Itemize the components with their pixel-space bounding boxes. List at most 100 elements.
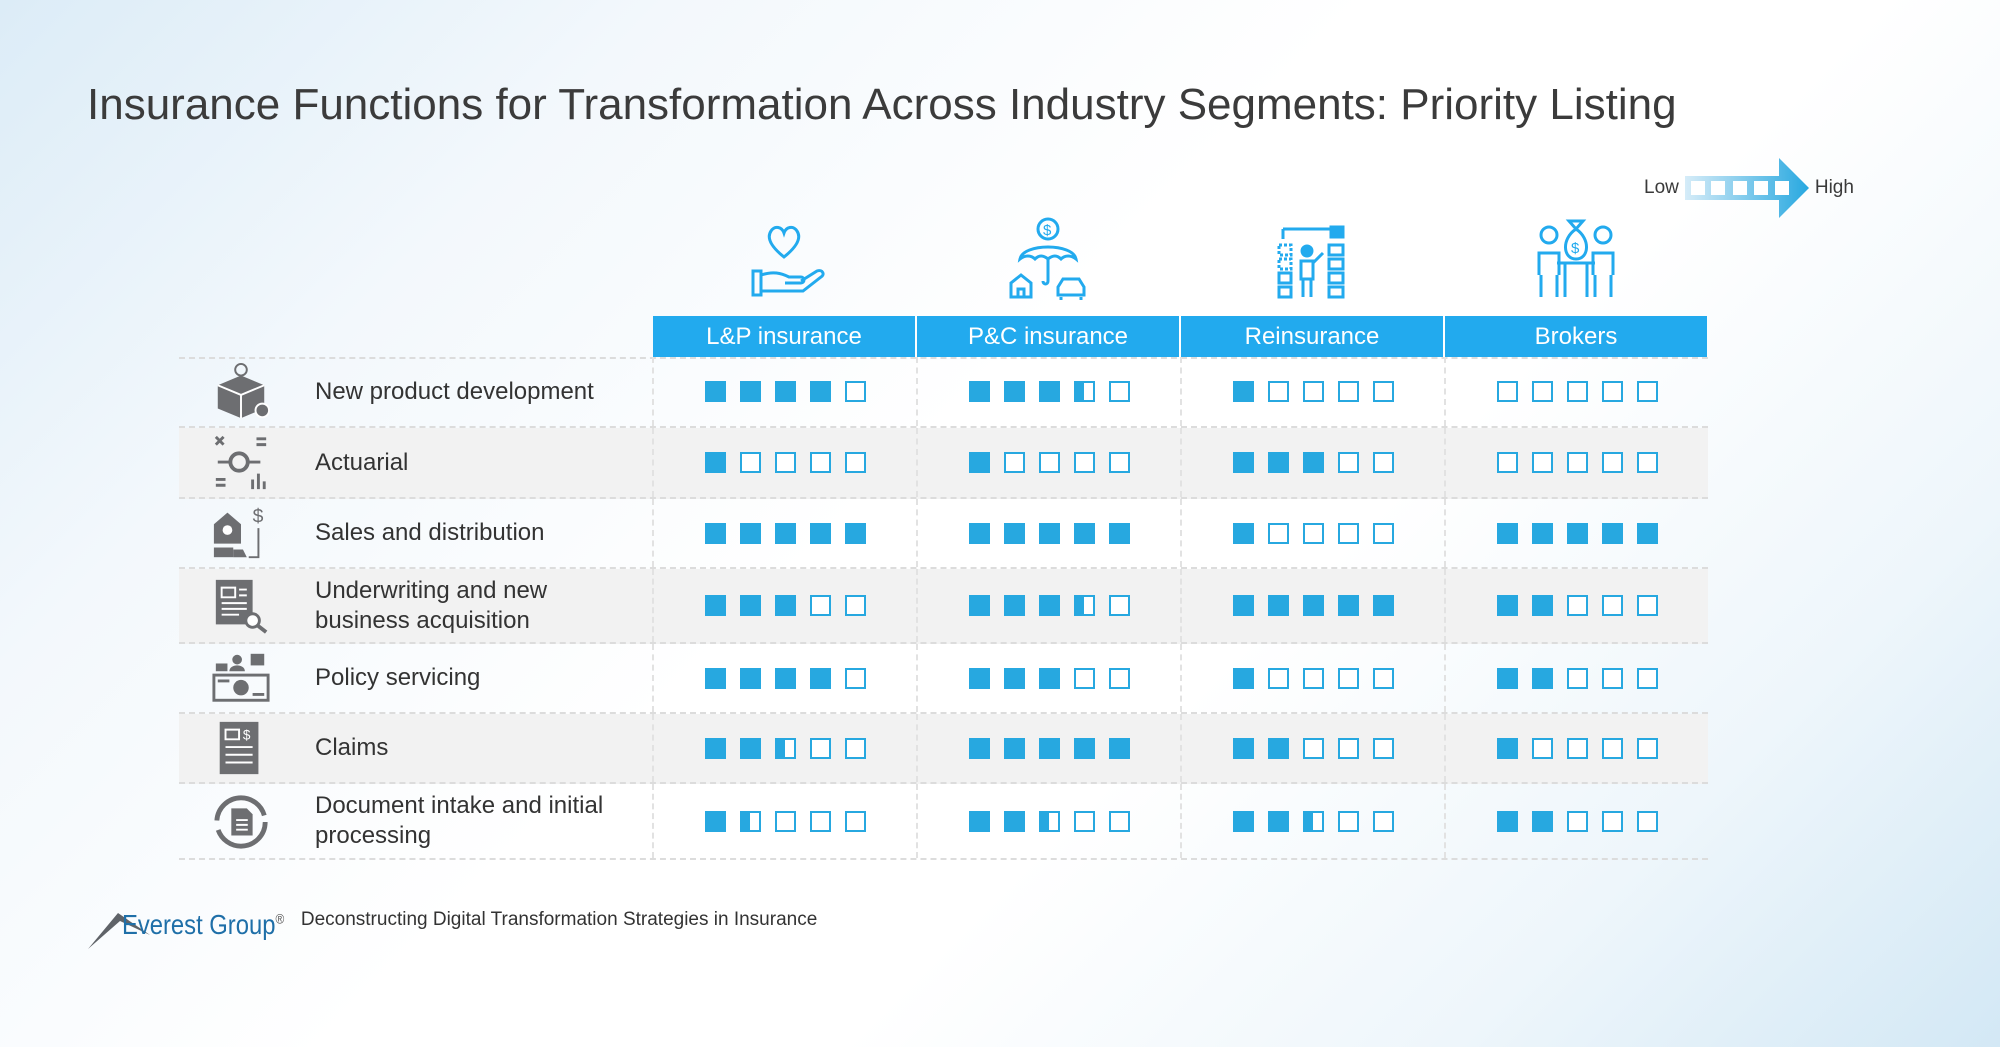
filled-square (968, 452, 990, 473)
payment-people-icon (212, 653, 270, 702)
filled-square (1232, 667, 1254, 689)
filled-square (1496, 522, 1518, 544)
filled-square (739, 595, 761, 616)
half-filled-square (774, 737, 796, 759)
low-to-high-arrow-icon (1684, 158, 1809, 218)
row-label: Sales and distribution (315, 519, 545, 546)
empty-square (1636, 381, 1658, 402)
half-filled-square (1073, 595, 1095, 616)
empty-square (1636, 667, 1658, 689)
filled-square (1531, 522, 1553, 544)
filled-square (704, 452, 726, 473)
empty-square (1337, 522, 1359, 544)
empty-square (1337, 667, 1359, 689)
empty-square (1601, 737, 1623, 759)
empty-square (1372, 452, 1394, 473)
legend-low: Low (1644, 177, 1679, 198)
filled-square (704, 381, 726, 402)
svg-text:$: $ (1571, 240, 1580, 257)
svg-text:$: $ (1043, 222, 1052, 239)
empty-square (1108, 595, 1130, 616)
document-cycle-icon (214, 795, 268, 849)
empty-square (1636, 452, 1658, 473)
empty-square (1496, 452, 1518, 473)
empty-square (1601, 452, 1623, 473)
filled-square (1003, 737, 1025, 759)
rating-cell-reinsurance (1180, 714, 1444, 782)
box-lightbulb-gear-icon (217, 362, 271, 418)
empty-square (844, 810, 866, 832)
filled-square (1267, 452, 1289, 473)
empty-square (1566, 810, 1588, 832)
empty-square (1267, 522, 1289, 544)
rating-cell-brokers (1444, 357, 1708, 426)
rating-cell-lp (652, 357, 916, 426)
half-filled-square (1073, 381, 1095, 402)
empty-square (1636, 810, 1658, 832)
empty-square (1302, 667, 1324, 689)
empty-square (1337, 452, 1359, 473)
empty-square (809, 737, 831, 759)
document-search-icon (215, 579, 268, 634)
empty-square (739, 452, 761, 473)
rating-cell-lp (652, 569, 916, 642)
empty-square (1496, 381, 1518, 402)
rating-cell-pc (916, 644, 1180, 712)
rating-cell-brokers (1444, 714, 1708, 782)
rating-cell-lp (652, 784, 916, 858)
table-row: Document intake and initial processing (179, 784, 1708, 860)
half-filled-square (739, 810, 761, 832)
rating-cell-pc (916, 784, 1180, 858)
rating-cell-reinsurance (1180, 644, 1444, 712)
empty-square (1108, 381, 1130, 402)
filled-square (774, 595, 796, 616)
filled-square (1496, 667, 1518, 689)
filled-square (1531, 667, 1553, 689)
filled-square (774, 522, 796, 544)
people-with-money-bag-icon: $ (1444, 215, 1708, 305)
row-label: Policy servicing (315, 664, 481, 691)
table-row: $ Claims (179, 714, 1708, 784)
empty-square (1337, 737, 1359, 759)
empty-square (1073, 810, 1095, 832)
umbrella-house-car-icon: $ (916, 215, 1180, 305)
row-label: New product development (315, 377, 594, 405)
empty-square (1566, 381, 1588, 402)
empty-square (1531, 737, 1553, 759)
table-row: $ Sales and distribution (179, 499, 1708, 569)
table-row: New product development (179, 357, 1708, 428)
rating-cell-lp (652, 428, 916, 497)
empty-square (1073, 452, 1095, 473)
empty-square (1108, 810, 1130, 832)
rating-cell-brokers (1444, 499, 1708, 567)
empty-square (844, 667, 866, 689)
empty-square (1566, 452, 1588, 473)
gear-calculations-icon (214, 435, 267, 489)
empty-square (1531, 381, 1553, 402)
empty-square (1267, 667, 1289, 689)
empty-square (1337, 810, 1359, 832)
filled-square (739, 667, 761, 689)
table-row: Actuarial (179, 428, 1708, 499)
rating-cell-lp (652, 714, 916, 782)
column-header-reinsurance: Reinsurance (1181, 316, 1443, 357)
everest-group-logo-mountain-icon (88, 913, 150, 949)
filled-square (809, 667, 831, 689)
person-with-blocks-icon (1180, 215, 1444, 305)
filled-square (968, 737, 990, 759)
empty-square (1108, 667, 1130, 689)
empty-square (844, 595, 866, 616)
filled-square (1636, 522, 1658, 544)
empty-square (1302, 381, 1324, 402)
filled-square (1232, 737, 1254, 759)
filled-square (704, 810, 726, 832)
filled-square (809, 381, 831, 402)
rating-cell-pc (916, 499, 1180, 567)
filled-square (1038, 595, 1060, 616)
filled-square (1267, 810, 1289, 832)
empty-square (1372, 381, 1394, 402)
empty-square (1531, 452, 1553, 473)
empty-square (1566, 595, 1588, 616)
empty-square (1372, 810, 1394, 832)
half-filled-square (1302, 810, 1324, 832)
